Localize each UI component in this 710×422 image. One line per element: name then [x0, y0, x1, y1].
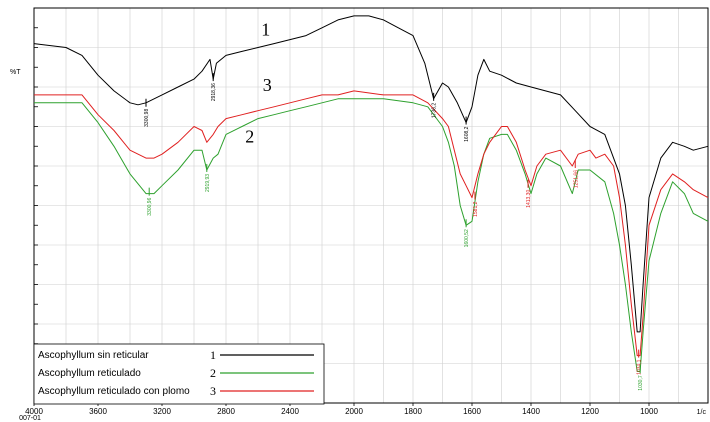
- series-line-1: [33, 15, 709, 333]
- curve-number-annotation: 2: [245, 126, 254, 146]
- curve-number-annotation: 3: [263, 75, 272, 95]
- x-corner-label: 007-01: [19, 415, 41, 422]
- x-tick-label: 1400: [522, 407, 540, 416]
- plot-frame: [33, 7, 709, 404]
- peak-label: 2919,93: [205, 174, 211, 192]
- x-tick-label: 1000: [640, 407, 658, 416]
- x-tick-label: 1800: [404, 407, 422, 416]
- x-tick-label: 1200: [581, 407, 599, 416]
- grid: [33, 7, 708, 404]
- x-tick-label: 2800: [217, 407, 235, 416]
- y-axis-label: %T: [10, 69, 21, 76]
- x-end-label: 1/c: [697, 409, 707, 416]
- legend-number-2: 2: [210, 366, 216, 380]
- peak-label: 1581,2: [473, 201, 479, 217]
- legend-label-1: Ascophyllum sin reticular: [38, 350, 149, 361]
- x-tick-label: 2000: [345, 407, 363, 416]
- legend-label-2: Ascophyllum reticulado: [38, 368, 141, 379]
- legend-number-3: 3: [210, 384, 216, 398]
- x-tick-label: 3200: [153, 407, 171, 416]
- series-line-2: [34, 98, 709, 372]
- x-tick-label: 4000: [25, 407, 43, 416]
- legend: Ascophyllum sin reticular 1 Ascophyllum re…: [33, 343, 325, 405]
- x-tick-label: 3600: [89, 407, 107, 416]
- legend-label-3: Ascophyllum reticulado con plomo: [38, 386, 190, 397]
- peak-labels-layer: 3300,98 2918,36 1736,2 1608,2 3300,96 2919,93…: [144, 73, 644, 391]
- legend-number-1: 1: [210, 348, 216, 362]
- curve-number-annotations: 1 3 2: [245, 20, 272, 147]
- series-line-3: [34, 90, 709, 357]
- peak-label: 2918,36: [211, 83, 217, 101]
- x-ticks-layer: 4000 3600 3200 2800 2400 2000 1800 1600 1400 1200…: [25, 403, 658, 416]
- peak-label: 1251,66: [573, 170, 579, 188]
- legend-box: [33, 343, 325, 405]
- peak-label: 1736,2: [432, 103, 438, 119]
- series-layer: [33, 15, 709, 372]
- x-tick-label: 2400: [281, 407, 299, 416]
- peak-label: 1608,2: [464, 126, 470, 142]
- x-tick-label: 1600: [463, 407, 481, 416]
- curve-number-annotation: 1: [261, 20, 270, 40]
- peak-label: 1030,7: [638, 375, 644, 391]
- peak-label: 3300,96: [147, 197, 153, 215]
- peak-label: 3300,98: [144, 109, 150, 127]
- peak-label: 1413,30: [526, 190, 532, 208]
- peak-label: 1600,52: [464, 229, 470, 247]
